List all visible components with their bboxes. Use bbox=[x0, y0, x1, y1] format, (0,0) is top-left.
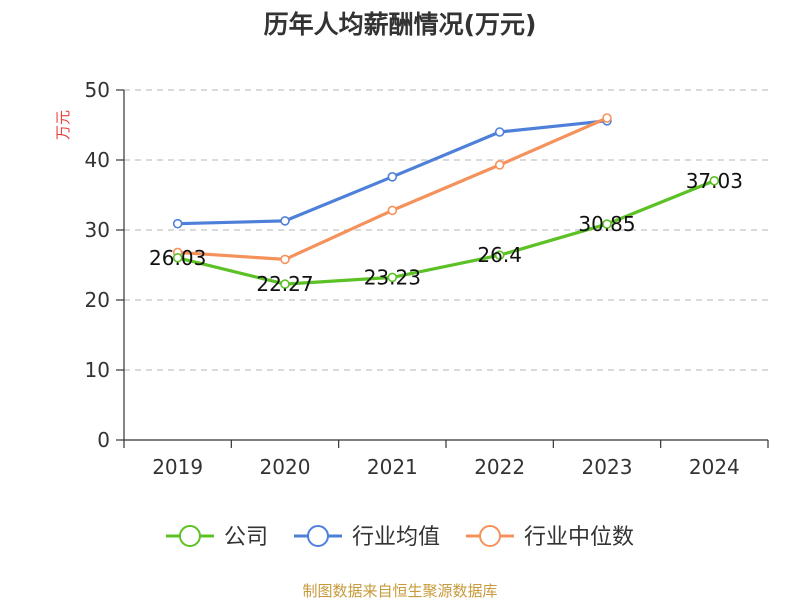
x-tick-label: 2021 bbox=[367, 455, 418, 479]
grid bbox=[124, 89, 768, 371]
legend-marker bbox=[178, 525, 201, 547]
data-label: 22.27 bbox=[256, 272, 313, 296]
y-tick-label: 40 bbox=[85, 148, 110, 172]
legend-item-1[interactable]: 行业均值 bbox=[293, 525, 440, 550]
legend-marker bbox=[306, 525, 329, 547]
legend[interactable]: 公司 行业均值 行业中位数 bbox=[165, 525, 634, 550]
x-tick-label: 2024 bbox=[689, 455, 740, 479]
x-tick-label: 2023 bbox=[582, 455, 633, 479]
data-point[interactable] bbox=[172, 252, 183, 263]
data-point[interactable] bbox=[494, 127, 505, 137]
y-tick-label: 20 bbox=[85, 288, 110, 312]
x-tick-label: 2019 bbox=[152, 455, 203, 479]
data-label: 37.03 bbox=[686, 169, 743, 193]
data-label: 30.85 bbox=[578, 212, 635, 236]
data-label: 23.23 bbox=[364, 265, 421, 289]
x-tick-label: 2020 bbox=[260, 455, 311, 479]
y-tick-label: 30 bbox=[85, 218, 110, 242]
data-point[interactable] bbox=[494, 160, 505, 170]
legend-item-2[interactable]: 行业中位数 bbox=[466, 525, 634, 550]
legend-marker bbox=[479, 525, 502, 547]
series-lines bbox=[172, 113, 720, 289]
data-label: 26.03 bbox=[149, 246, 206, 270]
data-point[interactable] bbox=[494, 250, 505, 260]
y-tick-label: 0 bbox=[97, 428, 110, 452]
y-axis-label: 万元 bbox=[54, 110, 72, 140]
data-point[interactable] bbox=[280, 254, 290, 265]
data-point[interactable] bbox=[387, 205, 398, 216]
axes: 0 10 20 30 40 50 2019 2020 2021 2022 2023 2024 bbox=[85, 78, 769, 479]
data-label: 26.4 bbox=[477, 243, 522, 267]
source-note: 制图数据来自恒生聚源数据库 bbox=[302, 582, 497, 600]
data-point[interactable] bbox=[172, 218, 183, 229]
series-line-0 bbox=[177, 179, 715, 286]
y-tick-label: 50 bbox=[85, 78, 110, 102]
data-point[interactable] bbox=[709, 175, 720, 186]
y-tick-label: 10 bbox=[85, 358, 110, 382]
chart-title: 历年人均薪酬情况(万元) bbox=[264, 10, 537, 39]
x-tick-label: 2022 bbox=[474, 455, 525, 479]
data-point[interactable] bbox=[602, 219, 612, 229]
data-labels: 26.03 22.27 23.23 26.4 30.85 37.03 bbox=[149, 169, 743, 296]
data-point[interactable] bbox=[280, 216, 290, 226]
data-point[interactable] bbox=[602, 113, 612, 123]
legend-label: 行业均值 bbox=[352, 525, 440, 550]
legend-item-0[interactable]: 公司 bbox=[165, 525, 268, 550]
data-point[interactable] bbox=[280, 279, 290, 289]
series-line-2 bbox=[177, 116, 608, 261]
data-point[interactable] bbox=[387, 272, 398, 283]
legend-label: 公司 bbox=[224, 525, 268, 550]
legend-label: 行业中位数 bbox=[524, 525, 634, 550]
data-point[interactable] bbox=[387, 172, 398, 182]
